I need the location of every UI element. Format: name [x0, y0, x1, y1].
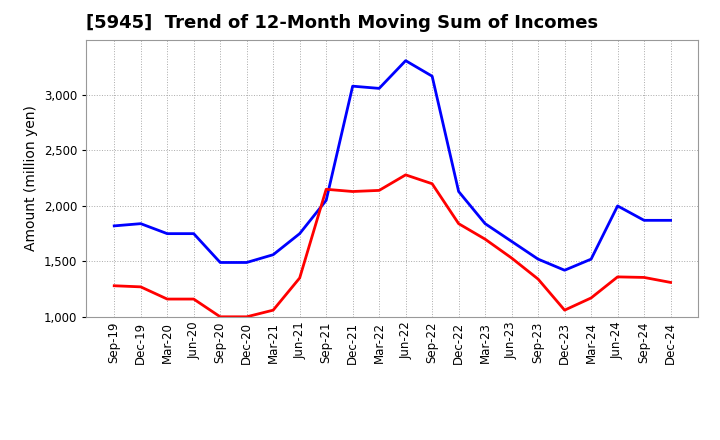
- Net Income: [375, 188, 384, 193]
- Net Income: [216, 314, 225, 319]
- Ordinary Income: [163, 231, 171, 236]
- Net Income: [295, 275, 304, 281]
- Ordinary Income: [136, 221, 145, 226]
- Net Income: [136, 284, 145, 290]
- Ordinary Income: [401, 58, 410, 63]
- Ordinary Income: [613, 203, 622, 209]
- Ordinary Income: [666, 218, 675, 223]
- Net Income: [189, 297, 198, 302]
- Ordinary Income: [508, 239, 516, 244]
- Net Income: [454, 221, 463, 226]
- Net Income: [428, 181, 436, 187]
- Net Income: [243, 314, 251, 319]
- Net Income: [269, 308, 277, 313]
- Ordinary Income: [243, 260, 251, 265]
- Ordinary Income: [110, 223, 119, 228]
- Net Income: [348, 189, 357, 194]
- Net Income: [401, 172, 410, 177]
- Net Income: [481, 237, 490, 242]
- Net Income: [560, 308, 569, 313]
- Ordinary Income: [534, 257, 542, 262]
- Ordinary Income: [560, 268, 569, 273]
- Ordinary Income: [587, 257, 595, 262]
- Line: Net Income: Net Income: [114, 175, 670, 317]
- Net Income: [534, 276, 542, 282]
- Ordinary Income: [640, 218, 649, 223]
- Ordinary Income: [189, 231, 198, 236]
- Net Income: [110, 283, 119, 288]
- Net Income: [322, 187, 330, 192]
- Y-axis label: Amount (million yen): Amount (million yen): [24, 105, 38, 251]
- Net Income: [587, 295, 595, 301]
- Text: [5945]  Trend of 12-Month Moving Sum of Incomes: [5945] Trend of 12-Month Moving Sum of I…: [86, 15, 598, 33]
- Ordinary Income: [269, 252, 277, 257]
- Ordinary Income: [454, 189, 463, 194]
- Line: Ordinary Income: Ordinary Income: [114, 61, 670, 270]
- Ordinary Income: [348, 84, 357, 89]
- Ordinary Income: [295, 231, 304, 236]
- Net Income: [666, 280, 675, 285]
- Ordinary Income: [428, 73, 436, 79]
- Net Income: [508, 255, 516, 260]
- Ordinary Income: [322, 198, 330, 203]
- Net Income: [163, 297, 171, 302]
- Net Income: [613, 274, 622, 279]
- Net Income: [640, 275, 649, 280]
- Ordinary Income: [216, 260, 225, 265]
- Ordinary Income: [481, 221, 490, 226]
- Ordinary Income: [375, 86, 384, 91]
